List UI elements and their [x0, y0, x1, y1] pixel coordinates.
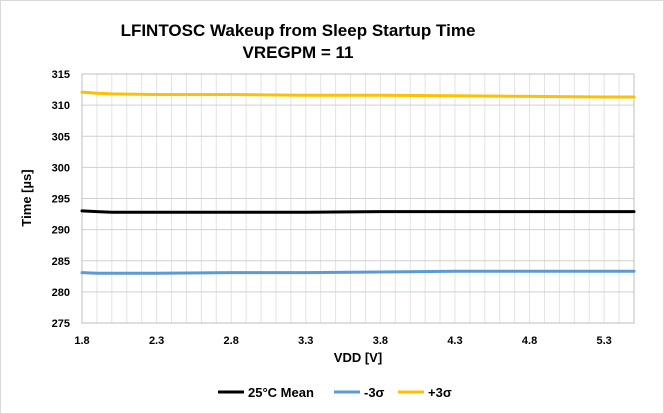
x-tick-label: 1.8 — [74, 335, 89, 347]
x-tick-label: 2.8 — [224, 335, 239, 347]
x-axis-tick-labels: 1.8 2.3 2.8 3.3 3.8 4.3 4.8 5.3 — [74, 335, 611, 347]
x-tick-label: 4.8 — [522, 335, 537, 347]
x-tick-label: 3.3 — [298, 335, 313, 347]
y-tick-label: 285 — [52, 256, 70, 268]
y-tick-label: 295 — [52, 194, 70, 206]
series-line-1 — [80, 269, 636, 275]
legend-label-0: 25°C Mean — [248, 385, 314, 400]
legend: 25°C Mean -3σ +3σ — [218, 385, 452, 400]
chart-title-line-1: LFINTOSC Wakeup from Sleep Startup Time — [121, 21, 476, 40]
plot-area-border — [81, 73, 635, 324]
series-line-2 — [80, 90, 636, 99]
y-tick-label: 300 — [52, 162, 70, 174]
legend-label-1: -3σ — [364, 385, 385, 400]
series-line-0 — [80, 209, 636, 214]
legend-label-2: +3σ — [428, 385, 452, 400]
x-tick-label: 4.3 — [447, 335, 462, 347]
y-tick-label: 315 — [52, 69, 70, 81]
x-axis-label: VDD [V] — [334, 350, 382, 365]
x-tick-label: 3.8 — [373, 335, 388, 347]
horizontal-gridlines — [82, 73, 634, 324]
y-tick-label: 310 — [52, 100, 70, 112]
y-axis-label: Time [µs] — [19, 169, 34, 226]
series-lines — [80, 90, 636, 275]
y-tick-label: 290 — [52, 225, 70, 237]
y-tick-label: 280 — [52, 287, 70, 299]
chart-title-line-2: VREGPM = 11 — [242, 43, 353, 62]
y-tick-label: 275 — [52, 318, 70, 330]
y-axis-tick-labels: 315 310 305 300 295 290 285 280 275 — [52, 69, 70, 330]
y-tick-label: 305 — [52, 131, 70, 143]
x-tick-label: 2.3 — [149, 335, 164, 347]
x-tick-label: 5.3 — [597, 335, 612, 347]
